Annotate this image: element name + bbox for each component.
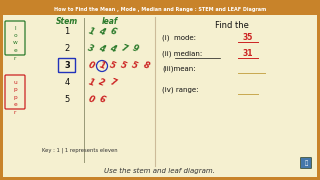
Text: leaf: leaf: [102, 17, 118, 26]
Text: 1: 1: [98, 61, 106, 71]
Text: 0: 0: [87, 61, 95, 71]
Text: p: p: [13, 87, 17, 92]
Text: (iii)mean:: (iii)mean:: [162, 66, 196, 72]
Text: 7: 7: [109, 78, 117, 88]
Text: ⛰: ⛰: [304, 160, 308, 166]
Text: Use the stem and leaf diagram.: Use the stem and leaf diagram.: [105, 168, 215, 174]
Text: 2: 2: [64, 44, 70, 53]
Text: 3: 3: [64, 61, 70, 70]
Text: 35: 35: [243, 33, 253, 42]
Text: 4: 4: [98, 27, 106, 37]
Text: 4: 4: [98, 44, 106, 54]
Text: (i)  mode:: (i) mode:: [162, 35, 196, 41]
Text: 3: 3: [87, 44, 95, 54]
Text: 0: 0: [87, 95, 95, 105]
Text: 6: 6: [109, 27, 117, 37]
Text: 4: 4: [64, 78, 70, 87]
FancyBboxPatch shape: [3, 15, 317, 177]
Text: w: w: [12, 40, 17, 46]
Text: 4: 4: [109, 44, 117, 54]
Text: 5: 5: [64, 95, 70, 104]
Text: How to Find the Mean , Mode , Median and Range : STEM and LEAF Diagram: How to Find the Mean , Mode , Median and…: [54, 6, 266, 12]
Text: 5: 5: [109, 61, 117, 71]
Text: r: r: [14, 55, 16, 60]
Text: (ii) median:: (ii) median:: [162, 51, 202, 57]
Text: 7: 7: [120, 44, 128, 54]
Text: Key : 1 | 1 represents eleven: Key : 1 | 1 represents eleven: [42, 147, 118, 153]
FancyBboxPatch shape: [5, 75, 25, 109]
Text: o: o: [13, 33, 17, 38]
Text: 1: 1: [87, 78, 95, 88]
FancyBboxPatch shape: [59, 58, 76, 73]
Text: Find the: Find the: [215, 21, 249, 30]
Text: 31: 31: [243, 50, 253, 59]
Text: 2: 2: [98, 78, 106, 88]
Text: 8: 8: [142, 61, 150, 71]
FancyBboxPatch shape: [300, 158, 311, 168]
Text: 5: 5: [131, 61, 139, 71]
Text: e: e: [13, 48, 17, 53]
Bar: [3, 3, 317, 15]
Text: (iv) range:: (iv) range:: [162, 87, 198, 93]
Text: 1: 1: [64, 27, 70, 36]
Text: 6: 6: [98, 95, 106, 105]
Text: p: p: [13, 94, 17, 100]
Text: 5: 5: [120, 61, 128, 71]
Text: 1: 1: [87, 27, 95, 37]
Text: 9: 9: [131, 44, 139, 54]
Text: r: r: [14, 109, 16, 114]
FancyBboxPatch shape: [5, 21, 25, 55]
Text: Stem: Stem: [56, 17, 78, 26]
Text: e: e: [13, 102, 17, 107]
Text: u: u: [13, 80, 17, 84]
Text: l: l: [14, 26, 16, 30]
